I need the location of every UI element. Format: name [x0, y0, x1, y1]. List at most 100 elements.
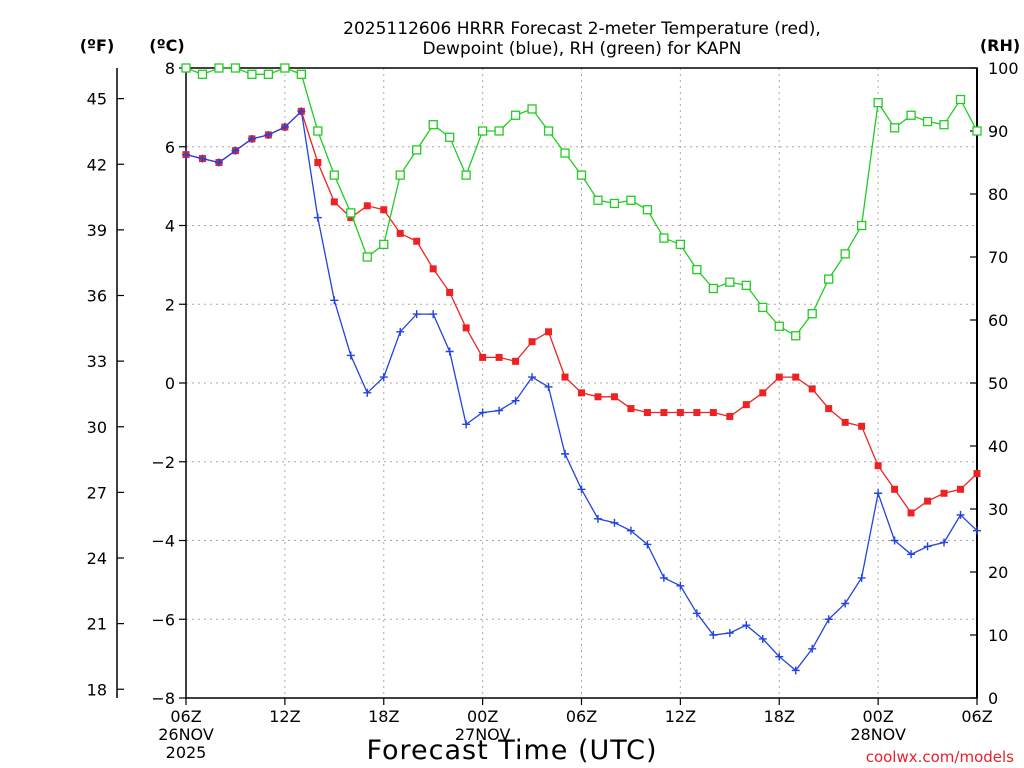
rh-point: [494, 126, 504, 136]
dewpoint-point: [791, 666, 800, 675]
chart-title-line-1: 2025112606 HRRR Forecast 2-meter Tempera…: [343, 19, 821, 39]
temperature-point: [479, 353, 487, 361]
rh-point: [791, 331, 801, 341]
rh-tick-label: 60: [988, 311, 1008, 330]
dewpoint-point: [841, 599, 850, 608]
rh-point: [379, 239, 389, 250]
rh-point: [774, 321, 784, 331]
rh-point: [972, 126, 982, 136]
x-tick-label: 00Z: [467, 707, 498, 726]
rh-point: [263, 69, 274, 79]
series-relative-humidity: [181, 63, 982, 341]
rh-point: [725, 277, 735, 287]
dewpoint-point: [182, 150, 190, 159]
rh-point: [543, 126, 554, 136]
x-tick-label: 06Z: [961, 707, 992, 726]
dewpoint-point: [659, 573, 668, 582]
dewpoint-point: [214, 158, 223, 167]
temperature-point: [808, 385, 816, 393]
rh-point: [758, 302, 768, 313]
temperature-point: [347, 214, 355, 222]
celsius-tick-label: 8: [165, 59, 175, 78]
temperature-point: [825, 405, 833, 413]
temperature-point: [545, 328, 553, 336]
celsius-unit-label: (ºC): [149, 36, 184, 55]
dewpoint-point: [956, 510, 965, 519]
temperature-point: [594, 393, 602, 401]
fahrenheit-tick-label: 39: [87, 221, 107, 240]
x-tick-label: 27NOV: [455, 725, 511, 744]
dewpoint-point: [643, 540, 652, 549]
celsius-tick-label: −6: [151, 610, 175, 629]
dewpoint-point: [247, 134, 256, 143]
rh-point: [593, 195, 603, 205]
chart-title-line-2: Dewpoint (blue), RH (green) for KAPN: [422, 39, 741, 59]
rh-point: [741, 280, 751, 291]
rh-point: [807, 309, 817, 319]
rh-point: [181, 63, 191, 73]
rh-tick-label: 50: [988, 374, 1008, 393]
celsius-tick-label: −8: [151, 689, 175, 708]
dewpoint-point: [544, 382, 553, 391]
celsius-tick-label: 6: [165, 138, 175, 157]
fahrenheit-unit-label: (ºF): [80, 36, 115, 55]
dewpoint-point: [280, 123, 289, 132]
dewpoint-point: [808, 644, 817, 653]
x-tick-label: 26NOV: [158, 725, 214, 744]
dewpoint-point: [379, 373, 388, 382]
temperature-point: [759, 389, 767, 397]
rh-point: [412, 145, 422, 155]
rh-point: [346, 208, 356, 218]
dewpoint-point: [346, 351, 355, 360]
rh-point: [510, 110, 521, 120]
x-tick-label: 12Z: [269, 707, 300, 726]
rh-point: [362, 252, 372, 262]
rh-point: [856, 220, 867, 231]
temperature-point: [495, 353, 503, 361]
temperature-point: [742, 401, 750, 409]
temperature-point: [858, 422, 866, 430]
rh-tick-label: 40: [988, 437, 1008, 456]
rh-tick-label: 80: [988, 185, 1008, 204]
rh-point: [955, 94, 966, 105]
dewpoint-point: [676, 581, 685, 590]
dewpoint-point: [758, 634, 767, 643]
temperature-point: [380, 206, 388, 214]
rh-point: [428, 120, 438, 130]
temperature-point: [462, 324, 470, 332]
rh-point: [922, 116, 933, 127]
credit-text: coolwx.com/models: [866, 748, 1014, 766]
temperature-point: [643, 409, 651, 417]
dewpoint-point: [626, 526, 635, 535]
rh-point: [280, 63, 290, 73]
x-tick-label: 18Z: [368, 707, 399, 726]
x-tick-label: 18Z: [764, 707, 795, 726]
dewpoint-point: [363, 388, 372, 397]
rh-point: [230, 63, 241, 73]
temperature-point: [693, 409, 701, 417]
temperature-point: [973, 470, 981, 478]
temperature-point: [924, 497, 932, 505]
rh-point: [659, 233, 669, 243]
temperature-point: [775, 373, 783, 381]
x-tick-label: 12Z: [665, 707, 696, 726]
dewpoint-point: [775, 652, 784, 661]
dewpoint-point: [396, 327, 405, 336]
temperature-point: [841, 418, 849, 426]
temperature-point: [792, 373, 800, 381]
rh-point: [527, 104, 537, 114]
rh-point: [313, 126, 323, 136]
rh-point: [642, 205, 653, 215]
dewpoint-point: [593, 514, 602, 523]
fahrenheit-tick-label: 18: [87, 680, 107, 699]
celsius-tick-label: 0: [165, 374, 175, 393]
temperature-point: [891, 485, 899, 493]
fahrenheit-tick-label: 36: [87, 287, 107, 306]
rh-tick-label: 100: [988, 59, 1019, 78]
dewpoint-point: [725, 629, 734, 638]
fahrenheit-tick-label: 24: [87, 549, 107, 568]
rh-point: [445, 132, 455, 142]
rh-point: [329, 170, 339, 180]
rh-point: [214, 63, 224, 73]
